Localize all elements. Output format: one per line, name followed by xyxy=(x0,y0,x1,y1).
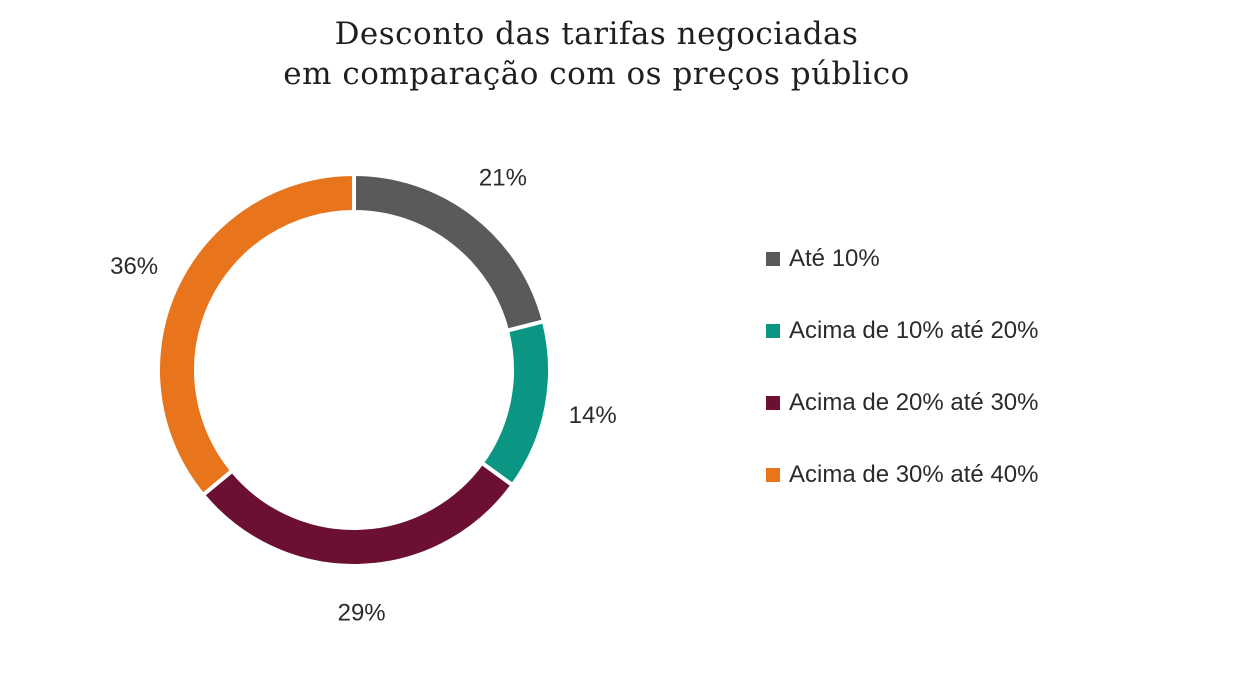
slice-data-label: 21% xyxy=(479,164,527,191)
legend-swatch xyxy=(766,396,780,410)
legend-swatch xyxy=(766,252,780,266)
legend: Até 10% Acima de 10% até 20% Acima de 20… xyxy=(766,240,1038,528)
donut-slices xyxy=(156,171,552,568)
slice-data-label: 36% xyxy=(110,253,158,280)
legend-label: Acima de 10% até 20% xyxy=(789,317,1039,344)
chart-title-line-2: em comparação com os preços público xyxy=(283,56,910,92)
chart-title: Desconto das tarifas negociadas em compa… xyxy=(0,14,1193,94)
chart-title-line-1: Desconto das tarifas negociadas xyxy=(334,16,859,52)
legend-swatch xyxy=(766,324,780,338)
donut-data-labels: 21% 14% 29% 36% xyxy=(110,164,617,626)
slice-data-label: 14% xyxy=(569,402,617,429)
donut-slice xyxy=(156,171,356,498)
legend-label: Até 10% xyxy=(789,245,880,272)
donut-slice xyxy=(479,318,552,489)
legend-swatch xyxy=(766,468,780,482)
donut-slice xyxy=(352,171,547,334)
slice-data-label: 29% xyxy=(338,599,386,626)
legend-item: Acima de 10% até 20% xyxy=(766,312,1038,350)
legend-item: Acima de 20% até 30% xyxy=(766,384,1038,422)
legend-item: Acima de 30% até 40% xyxy=(766,456,1038,494)
legend-label: Acima de 30% até 40% xyxy=(789,461,1039,488)
donut-slice xyxy=(200,460,516,568)
legend-item: Até 10% xyxy=(766,240,1038,278)
legend-label: Acima de 20% até 30% xyxy=(789,389,1039,416)
